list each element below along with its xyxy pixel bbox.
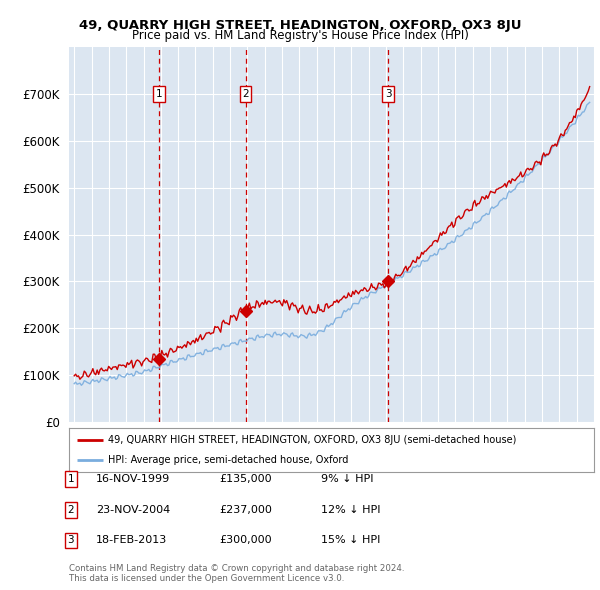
- Text: 2: 2: [242, 89, 249, 99]
- Text: 2014: 2014: [403, 427, 412, 450]
- Text: 2022: 2022: [542, 427, 551, 450]
- Text: 2008: 2008: [299, 427, 308, 450]
- Text: 2024: 2024: [577, 427, 586, 450]
- Text: 2006: 2006: [265, 427, 274, 450]
- Text: 1: 1: [155, 89, 162, 99]
- Text: 2004: 2004: [230, 427, 239, 450]
- Text: 2021: 2021: [524, 427, 533, 450]
- Text: 3: 3: [67, 536, 74, 545]
- Text: 2015: 2015: [421, 427, 430, 450]
- Text: 2005: 2005: [247, 427, 256, 450]
- Text: 2018: 2018: [473, 427, 482, 450]
- Text: 2023: 2023: [559, 427, 568, 450]
- Text: 1998: 1998: [126, 427, 135, 450]
- Text: 2016: 2016: [438, 427, 447, 450]
- Text: £300,000: £300,000: [219, 536, 272, 545]
- Text: 12% ↓ HPI: 12% ↓ HPI: [321, 505, 380, 514]
- Text: 2007: 2007: [282, 427, 291, 450]
- Text: 16-NOV-1999: 16-NOV-1999: [96, 474, 170, 484]
- Text: £237,000: £237,000: [219, 505, 272, 514]
- Text: 15% ↓ HPI: 15% ↓ HPI: [321, 536, 380, 545]
- Text: 1996: 1996: [92, 427, 101, 450]
- Text: 2017: 2017: [455, 427, 464, 450]
- Text: 49, QUARRY HIGH STREET, HEADINGTON, OXFORD, OX3 8JU: 49, QUARRY HIGH STREET, HEADINGTON, OXFO…: [79, 19, 521, 32]
- Text: 2009: 2009: [317, 427, 326, 450]
- Text: 1: 1: [67, 474, 74, 484]
- Text: 9% ↓ HPI: 9% ↓ HPI: [321, 474, 373, 484]
- Text: 2002: 2002: [196, 427, 205, 450]
- Text: 3: 3: [385, 89, 391, 99]
- Text: 2000: 2000: [161, 427, 170, 450]
- Text: 2012: 2012: [369, 427, 378, 450]
- Text: 1999: 1999: [143, 427, 152, 450]
- Text: 2019: 2019: [490, 427, 499, 450]
- Text: £135,000: £135,000: [219, 474, 272, 484]
- Text: 2003: 2003: [213, 427, 222, 450]
- Text: 2010: 2010: [334, 427, 343, 450]
- Text: 2001: 2001: [178, 427, 187, 450]
- Text: HPI: Average price, semi-detached house, Oxford: HPI: Average price, semi-detached house,…: [109, 455, 349, 465]
- Text: 18-FEB-2013: 18-FEB-2013: [96, 536, 167, 545]
- Text: 23-NOV-2004: 23-NOV-2004: [96, 505, 170, 514]
- Text: 1995: 1995: [74, 427, 83, 450]
- Text: Contains HM Land Registry data © Crown copyright and database right 2024.
This d: Contains HM Land Registry data © Crown c…: [69, 563, 404, 583]
- Text: 49, QUARRY HIGH STREET, HEADINGTON, OXFORD, OX3 8JU (semi-detached house): 49, QUARRY HIGH STREET, HEADINGTON, OXFO…: [109, 435, 517, 445]
- Text: Price paid vs. HM Land Registry's House Price Index (HPI): Price paid vs. HM Land Registry's House …: [131, 30, 469, 42]
- Text: 1997: 1997: [109, 427, 118, 450]
- Text: 2011: 2011: [352, 427, 361, 450]
- Text: 2020: 2020: [508, 427, 517, 450]
- Text: 2013: 2013: [386, 427, 395, 450]
- Text: 2: 2: [67, 505, 74, 514]
